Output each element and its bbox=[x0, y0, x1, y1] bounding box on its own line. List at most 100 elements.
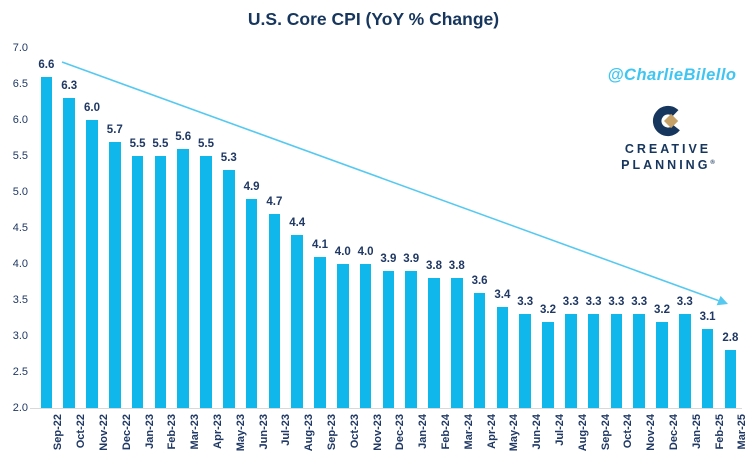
bar bbox=[131, 156, 144, 408]
bar-value-label: 3.3 bbox=[608, 296, 625, 309]
bar-value-label: 4.4 bbox=[289, 217, 306, 230]
bar bbox=[633, 314, 645, 408]
bar-value-label: 4.1 bbox=[312, 238, 328, 251]
y-axis-tick-label: 7.0 bbox=[12, 42, 28, 54]
bar-value-label: 5.5 bbox=[198, 138, 214, 150]
x-axis-tick-label: Feb-23 bbox=[166, 414, 179, 450]
y-axis-tick-label: 3.0 bbox=[12, 330, 28, 342]
bar-value-label: 3.8 bbox=[448, 260, 465, 273]
x-axis-tick-label: Feb-24 bbox=[440, 414, 452, 450]
bar-value-label: 3.9 bbox=[380, 253, 397, 266]
bar-value-label: 4.7 bbox=[266, 195, 283, 208]
bar bbox=[177, 148, 189, 408]
bar bbox=[154, 156, 167, 408]
y-axis-tick-label: 5.0 bbox=[12, 186, 28, 198]
x-axis-tick-label: Oct-24 bbox=[622, 414, 635, 449]
x-axis-tick-label: Oct-23 bbox=[348, 414, 361, 449]
x-axis-tick-label: Aug-23 bbox=[303, 414, 316, 452]
x-axis-tick-label: Apr-24 bbox=[485, 414, 498, 449]
x-axis-tick-label: Mar-25 bbox=[736, 414, 747, 450]
chart-title: U.S. Core CPI (YoY % Change) bbox=[247, 9, 500, 29]
x-axis-tick-label: Mar-23 bbox=[189, 414, 202, 450]
bar-value-label: 3.3 bbox=[631, 296, 648, 309]
bar bbox=[337, 264, 349, 408]
y-axis-tick-label: 5.5 bbox=[12, 150, 28, 162]
bar bbox=[40, 76, 53, 408]
x-axis-tick-label: Dec-23 bbox=[394, 414, 407, 451]
bar-value-label: 3.8 bbox=[426, 260, 442, 273]
bar-value-label: 3.1 bbox=[699, 310, 716, 323]
bar-value-label: 5.5 bbox=[152, 138, 169, 150]
bar-value-label: 3.3 bbox=[676, 296, 693, 309]
x-axis-tick-label: Jul-23 bbox=[280, 414, 293, 446]
y-axis-tick-label: 4.5 bbox=[12, 222, 28, 234]
logo-planning-text: PLANNING bbox=[621, 158, 711, 173]
x-axis-tick-label: Nov-23 bbox=[371, 414, 384, 451]
bar bbox=[223, 170, 235, 408]
bar-value-label: 4.0 bbox=[357, 246, 374, 258]
x-axis-tick-label: Sep-24 bbox=[599, 414, 612, 451]
bar bbox=[519, 314, 531, 408]
bar bbox=[200, 156, 212, 408]
x-axis-tick-label: Jan-23 bbox=[143, 414, 156, 449]
x-axis-tick-label: Feb-25 bbox=[713, 414, 726, 450]
bar-value-label: 3.4 bbox=[494, 289, 511, 302]
bar-value-label: 3.6 bbox=[471, 274, 488, 287]
y-axis-tick-label: 2.5 bbox=[12, 366, 28, 378]
bar-value-label: 6.0 bbox=[84, 102, 100, 114]
logo-text-line2: PLANNING® bbox=[603, 156, 733, 172]
x-axis-tick-label: Mar-24 bbox=[462, 414, 475, 450]
y-axis-tick-label: 4.0 bbox=[12, 258, 28, 270]
bar-value-label: 3.3 bbox=[562, 296, 579, 309]
bar-value-label: 6.3 bbox=[61, 80, 78, 93]
bar bbox=[86, 120, 98, 408]
bar-value-label: 5.5 bbox=[129, 138, 146, 150]
bar bbox=[405, 271, 417, 408]
bar bbox=[656, 321, 668, 408]
bar bbox=[451, 278, 463, 408]
x-axis-tick-label: Jan-25 bbox=[690, 414, 703, 449]
bar bbox=[428, 278, 440, 408]
bar-value-label: 4.0 bbox=[334, 246, 351, 258]
bar bbox=[291, 235, 303, 408]
bar bbox=[565, 314, 577, 408]
bar bbox=[268, 213, 281, 408]
x-axis-tick-label: Apr-23 bbox=[212, 414, 224, 449]
y-axis-tick-label: 3.5 bbox=[12, 294, 28, 306]
watermark-handle: @CharlieBilello bbox=[607, 66, 737, 84]
x-axis-tick-label: Jun-23 bbox=[257, 414, 270, 450]
creative-planning-logo: CREATIVE PLANNING® bbox=[603, 104, 733, 172]
bar bbox=[496, 307, 509, 408]
bar bbox=[473, 292, 486, 408]
x-axis-tick-label: May-24 bbox=[508, 414, 521, 452]
x-axis-tick-label: Jun-24 bbox=[531, 414, 544, 450]
x-axis-tick-label: Dec-22 bbox=[120, 414, 133, 451]
creative-planning-c-icon bbox=[652, 105, 684, 137]
bar-value-label: 5.7 bbox=[106, 123, 123, 136]
x-axis-line bbox=[30, 408, 742, 409]
bar-value-label: 4.9 bbox=[243, 181, 260, 194]
bar-value-label: 2.8 bbox=[722, 332, 739, 345]
x-axis-tick-label: Aug-24 bbox=[576, 414, 589, 452]
bar bbox=[359, 264, 372, 408]
bar bbox=[724, 350, 737, 408]
bar bbox=[610, 314, 623, 408]
x-axis-tick-label: Nov-22 bbox=[98, 414, 110, 451]
x-axis-tick-label: Jan-24 bbox=[417, 414, 430, 449]
bar-value-label: 3.2 bbox=[540, 303, 556, 316]
x-axis-tick-label: Sep-22 bbox=[52, 414, 65, 451]
y-axis-tick-label: 2.0 bbox=[12, 402, 28, 414]
bar-value-label: 3.9 bbox=[403, 253, 420, 266]
y-axis-tick-label: 6.5 bbox=[12, 78, 28, 90]
bar bbox=[314, 256, 326, 408]
bar-value-label: 5.6 bbox=[175, 130, 192, 143]
bar-value-label: 3.3 bbox=[517, 296, 534, 309]
logo-trademark: ® bbox=[710, 160, 715, 166]
bar-value-label: 5.3 bbox=[220, 152, 237, 165]
bar bbox=[382, 271, 395, 408]
logo-text-line1: CREATIVE bbox=[624, 142, 712, 156]
x-axis-tick-label: Nov-24 bbox=[645, 414, 658, 451]
bar bbox=[679, 314, 691, 408]
x-axis-tick-label: Dec-24 bbox=[668, 414, 680, 451]
